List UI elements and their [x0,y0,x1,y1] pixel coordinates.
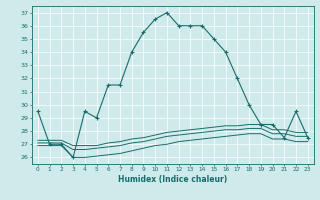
X-axis label: Humidex (Indice chaleur): Humidex (Indice chaleur) [118,175,228,184]
